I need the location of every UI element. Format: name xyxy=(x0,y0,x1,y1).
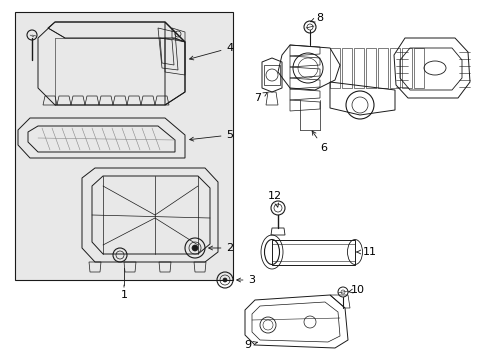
Text: 6: 6 xyxy=(311,131,327,153)
Text: 11: 11 xyxy=(356,247,376,257)
Text: 3: 3 xyxy=(236,275,255,285)
Text: 5: 5 xyxy=(189,130,233,141)
Circle shape xyxy=(192,245,198,251)
Text: 4: 4 xyxy=(189,43,233,60)
Text: 8: 8 xyxy=(310,13,323,23)
Circle shape xyxy=(223,278,226,282)
Text: 10: 10 xyxy=(347,285,364,295)
Text: 9: 9 xyxy=(244,340,257,350)
Text: 12: 12 xyxy=(267,191,282,207)
Text: 7: 7 xyxy=(254,93,266,103)
Text: 1: 1 xyxy=(120,285,127,300)
Text: 2: 2 xyxy=(208,243,233,253)
Bar xyxy=(15,12,232,280)
